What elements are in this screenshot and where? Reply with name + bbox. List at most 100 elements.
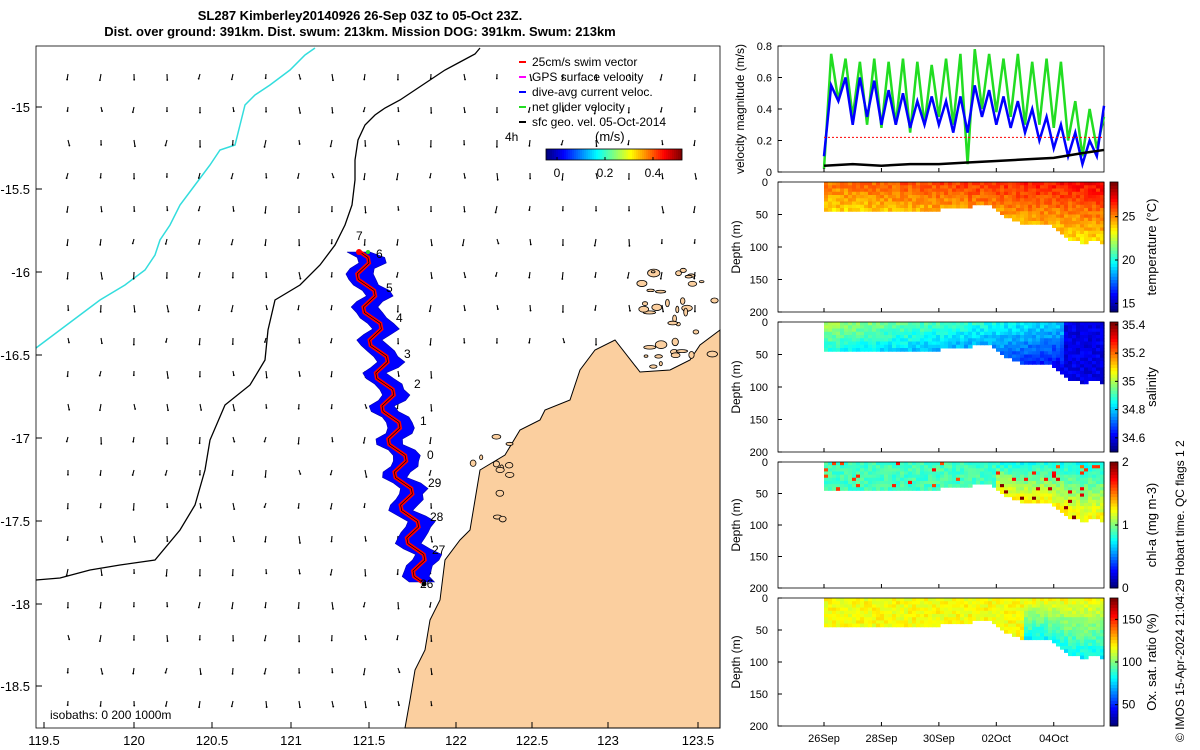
profile-cell [948,185,953,189]
profile-cell [864,462,869,466]
profile-cell [1048,338,1053,342]
profile-cell [1044,636,1049,641]
profile-cell [1088,502,1093,507]
profile-cell [1084,234,1089,238]
profile-cell [912,465,917,469]
profile-cell [1016,490,1021,494]
profile-cell [1008,351,1013,355]
profile-colorbar-cell [1110,406,1118,411]
current-arrow-head [266,308,268,311]
profile-cell [1076,354,1081,359]
profile-cell [968,191,973,196]
profile-cell [864,331,869,336]
profile-cell [880,623,885,628]
profile-cell [1032,623,1037,628]
profile-cell [1028,331,1033,336]
profile-cell [896,471,901,476]
profile-cell [1064,487,1069,491]
current-arrow [693,271,696,279]
profile-cell [1076,614,1081,618]
profile-cell [1024,338,1029,342]
island [654,289,667,294]
profile-cell [1096,191,1101,196]
profile-colorbar-cell [1110,690,1118,695]
profile-cell [1036,322,1041,326]
profile-cell [1100,361,1105,365]
profile-cell [1028,468,1033,472]
profile-cell [1016,198,1021,202]
profile-cell [1032,361,1037,365]
profile-cell [828,462,833,466]
profile-cell [940,471,945,476]
profile-cell [1032,204,1037,209]
profile-cell [1080,214,1085,219]
profile-cell [896,607,901,612]
current-arrow-head [65,440,68,443]
profile-cell [1008,477,1013,482]
current-arrow-head [563,341,566,344]
profile-cell [1076,217,1081,222]
profile-cell [904,325,909,329]
profile-cell [1008,185,1013,189]
profile-cell [1092,377,1097,381]
profile-cell [1048,477,1053,482]
profile-cell [1024,484,1029,488]
profile-cell [856,201,861,206]
profile-cell [1096,506,1101,510]
current-arrow-head [233,440,236,443]
profile-colorbar-cell [1110,201,1118,206]
profile-cell [1076,484,1081,488]
profile-cell [880,341,885,346]
profile-cell [936,348,941,352]
current-arrow [297,436,300,444]
profile-cell [1028,188,1033,193]
profile-cell [852,195,857,199]
current-arrow-head [429,343,432,346]
profile-cell [1072,509,1077,513]
profile-cell [956,344,961,349]
profile-colorbar-cell [1110,263,1118,267]
current-arrow [363,667,366,675]
profile-colorbar-cell [1110,182,1118,186]
current-arrow-head [66,211,68,213]
profile-cell [824,338,829,342]
profile-cell [860,598,865,602]
profile-cell [1088,646,1093,650]
profile-cell [960,198,965,202]
profile-cell [1056,198,1061,202]
profile-cell [1088,325,1093,329]
profile-cell [1088,185,1093,189]
profile-cell [896,610,901,615]
profile-cell [1064,604,1069,609]
profile-cell [1012,480,1017,485]
profile-cell [1092,351,1097,355]
profile-cell [848,204,853,209]
profile-colorbar-cell [1110,308,1118,313]
island [710,297,719,304]
profile-cell [912,325,917,329]
profile-y-tick-label: 150 [750,415,768,427]
profile-cell [936,462,941,466]
profile-cell [1044,598,1049,602]
profile-cell [832,331,837,336]
profile-cell [1088,474,1093,479]
profile-cell [1036,217,1041,222]
profile-cell [1080,204,1085,209]
profile-cell [864,341,869,346]
profile-cell [1012,331,1017,336]
profile-cell [864,465,869,469]
profile-cell [1024,188,1029,193]
profile-cell [1012,623,1017,628]
profile-cell [976,201,981,206]
profile-cell [1092,217,1097,222]
profile-colorbar-cell [1110,409,1118,414]
current-arrow-head [67,309,70,312]
profile-colorbar-cell [1110,279,1118,284]
profile-cell [1100,633,1105,637]
profile-cell [916,623,921,628]
profile-cell [876,322,881,326]
profile-cell [916,474,921,479]
colorbar-cell [582,149,585,160]
profile-cell [1052,480,1057,485]
profile-cell [1080,364,1085,368]
